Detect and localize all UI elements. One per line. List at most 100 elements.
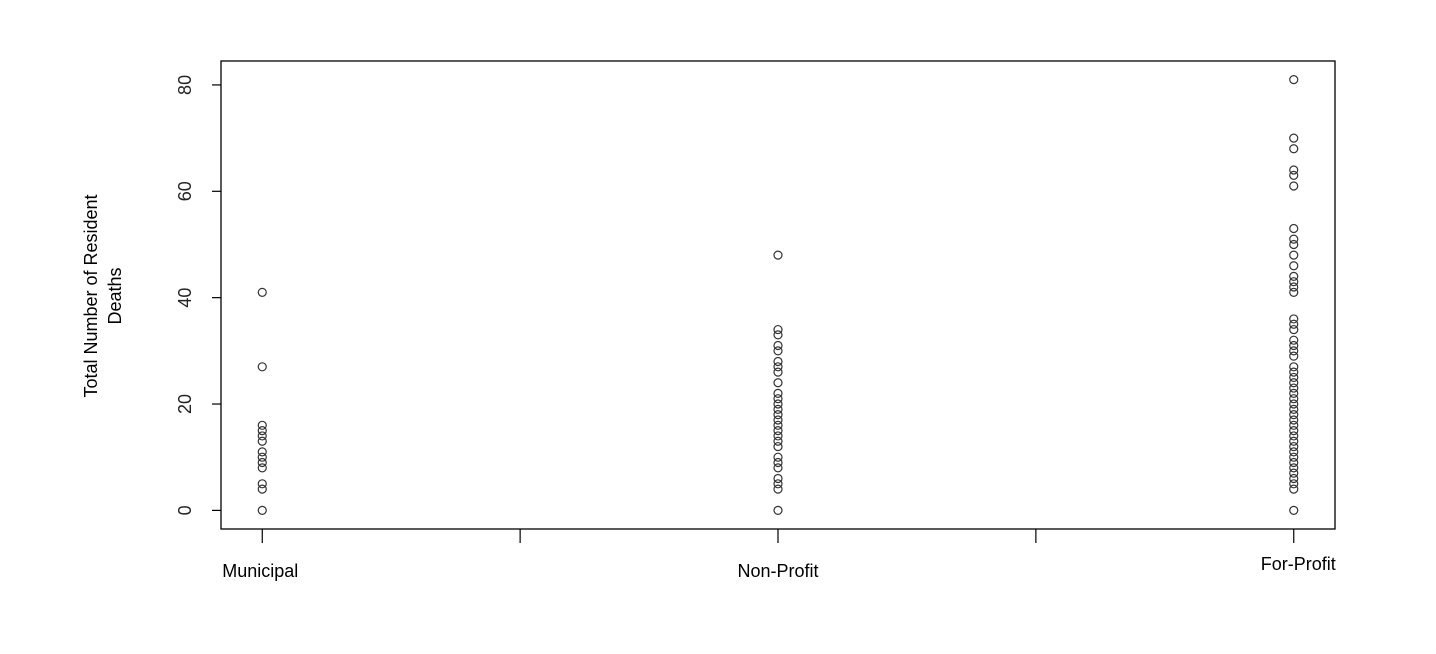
data-point bbox=[773, 410, 783, 420]
data-point bbox=[773, 505, 783, 515]
data-point bbox=[1289, 431, 1299, 441]
data-point bbox=[1289, 324, 1299, 335]
data-point bbox=[1289, 239, 1299, 250]
data-point bbox=[257, 484, 267, 494]
data-point bbox=[1289, 505, 1299, 515]
data-point bbox=[1289, 314, 1299, 324]
data-point bbox=[1289, 75, 1299, 85]
data-point bbox=[773, 250, 783, 260]
data-point bbox=[257, 463, 267, 473]
data-point bbox=[1289, 367, 1299, 377]
y-axis-title-line-1: Total Number of Resident bbox=[81, 194, 101, 397]
data-point bbox=[1289, 404, 1299, 414]
data-point bbox=[773, 420, 783, 430]
data-point bbox=[773, 340, 783, 351]
data-point bbox=[773, 362, 783, 372]
data-point bbox=[1289, 452, 1299, 462]
data-point bbox=[257, 436, 267, 446]
data-point bbox=[1289, 479, 1299, 489]
data-point bbox=[773, 426, 783, 436]
data-point bbox=[1289, 378, 1299, 388]
data-point bbox=[773, 330, 783, 340]
data-point bbox=[773, 463, 783, 473]
data-point bbox=[773, 415, 783, 425]
data-point bbox=[1289, 271, 1299, 281]
x-axis: Municipal Non-Profit For-Profit bbox=[222, 529, 1336, 581]
data-point bbox=[773, 388, 783, 398]
y-tick-label: 80 bbox=[175, 75, 195, 95]
data-point bbox=[1289, 261, 1299, 271]
data-point bbox=[1289, 346, 1299, 356]
data-point bbox=[1289, 340, 1299, 351]
data-point bbox=[1289, 362, 1299, 372]
data-point bbox=[773, 404, 783, 414]
data-point bbox=[773, 367, 783, 377]
data-point bbox=[1289, 441, 1299, 452]
data-point bbox=[1289, 144, 1299, 154]
data-point bbox=[257, 420, 267, 430]
data-point bbox=[773, 484, 783, 494]
data-point bbox=[773, 457, 783, 468]
data-point bbox=[1289, 399, 1299, 409]
data-point bbox=[773, 399, 783, 409]
data-point bbox=[1289, 223, 1299, 234]
data-point bbox=[257, 431, 267, 441]
data-point bbox=[257, 447, 267, 457]
data-point bbox=[773, 431, 783, 441]
data-point bbox=[1289, 468, 1299, 478]
data-point bbox=[773, 441, 783, 452]
y-axis-title-line-2: Deaths bbox=[105, 267, 125, 324]
data-point bbox=[1289, 383, 1299, 393]
x-tick-label: Municipal bbox=[222, 561, 298, 581]
data-point bbox=[1289, 282, 1299, 292]
x-tick-label: Non-Profit bbox=[737, 561, 818, 581]
data-point bbox=[1289, 436, 1299, 446]
data-point bbox=[257, 426, 267, 436]
data-point bbox=[773, 473, 783, 484]
y-tick-label: 60 bbox=[175, 181, 195, 201]
data-point bbox=[1289, 410, 1299, 420]
data-point bbox=[1289, 181, 1299, 191]
data-point bbox=[1289, 388, 1299, 398]
data-point bbox=[1289, 484, 1299, 494]
data-point bbox=[1289, 165, 1299, 175]
data-point bbox=[257, 362, 267, 372]
data-point bbox=[773, 356, 783, 367]
data-point bbox=[773, 378, 783, 388]
data-point bbox=[257, 452, 267, 462]
data-point bbox=[773, 346, 783, 356]
data-point bbox=[1289, 426, 1299, 436]
data-point bbox=[1289, 415, 1299, 425]
data-point bbox=[773, 394, 783, 404]
data-points bbox=[257, 75, 1299, 515]
data-point bbox=[1289, 463, 1299, 473]
y-tick-label: 40 bbox=[175, 288, 195, 308]
x-tick-label: For-Profit bbox=[1261, 554, 1336, 574]
data-point bbox=[1289, 420, 1299, 430]
data-point bbox=[1289, 234, 1299, 244]
data-point bbox=[1289, 457, 1299, 468]
data-point bbox=[1289, 473, 1299, 484]
y-tick-label: 20 bbox=[175, 394, 195, 414]
data-point bbox=[1289, 447, 1299, 457]
data-point bbox=[1289, 133, 1299, 143]
data-point bbox=[257, 505, 267, 515]
data-point bbox=[773, 452, 783, 462]
data-point bbox=[1289, 277, 1299, 287]
data-point bbox=[1289, 319, 1299, 329]
data-point bbox=[1289, 394, 1299, 404]
data-point bbox=[1289, 351, 1299, 361]
data-point bbox=[257, 457, 267, 468]
data-point bbox=[1289, 250, 1299, 260]
y-tick-label: 0 bbox=[175, 505, 195, 515]
data-point bbox=[1289, 372, 1299, 383]
y-axis: 0 20 40 60 80 bbox=[175, 75, 221, 515]
y-axis-title: Total Number of Resident Deaths bbox=[81, 194, 125, 397]
data-point bbox=[1289, 287, 1299, 297]
data-point bbox=[1289, 170, 1299, 180]
data-point bbox=[773, 479, 783, 489]
data-point bbox=[773, 324, 783, 335]
data-point bbox=[257, 287, 267, 297]
data-point bbox=[1289, 335, 1299, 345]
